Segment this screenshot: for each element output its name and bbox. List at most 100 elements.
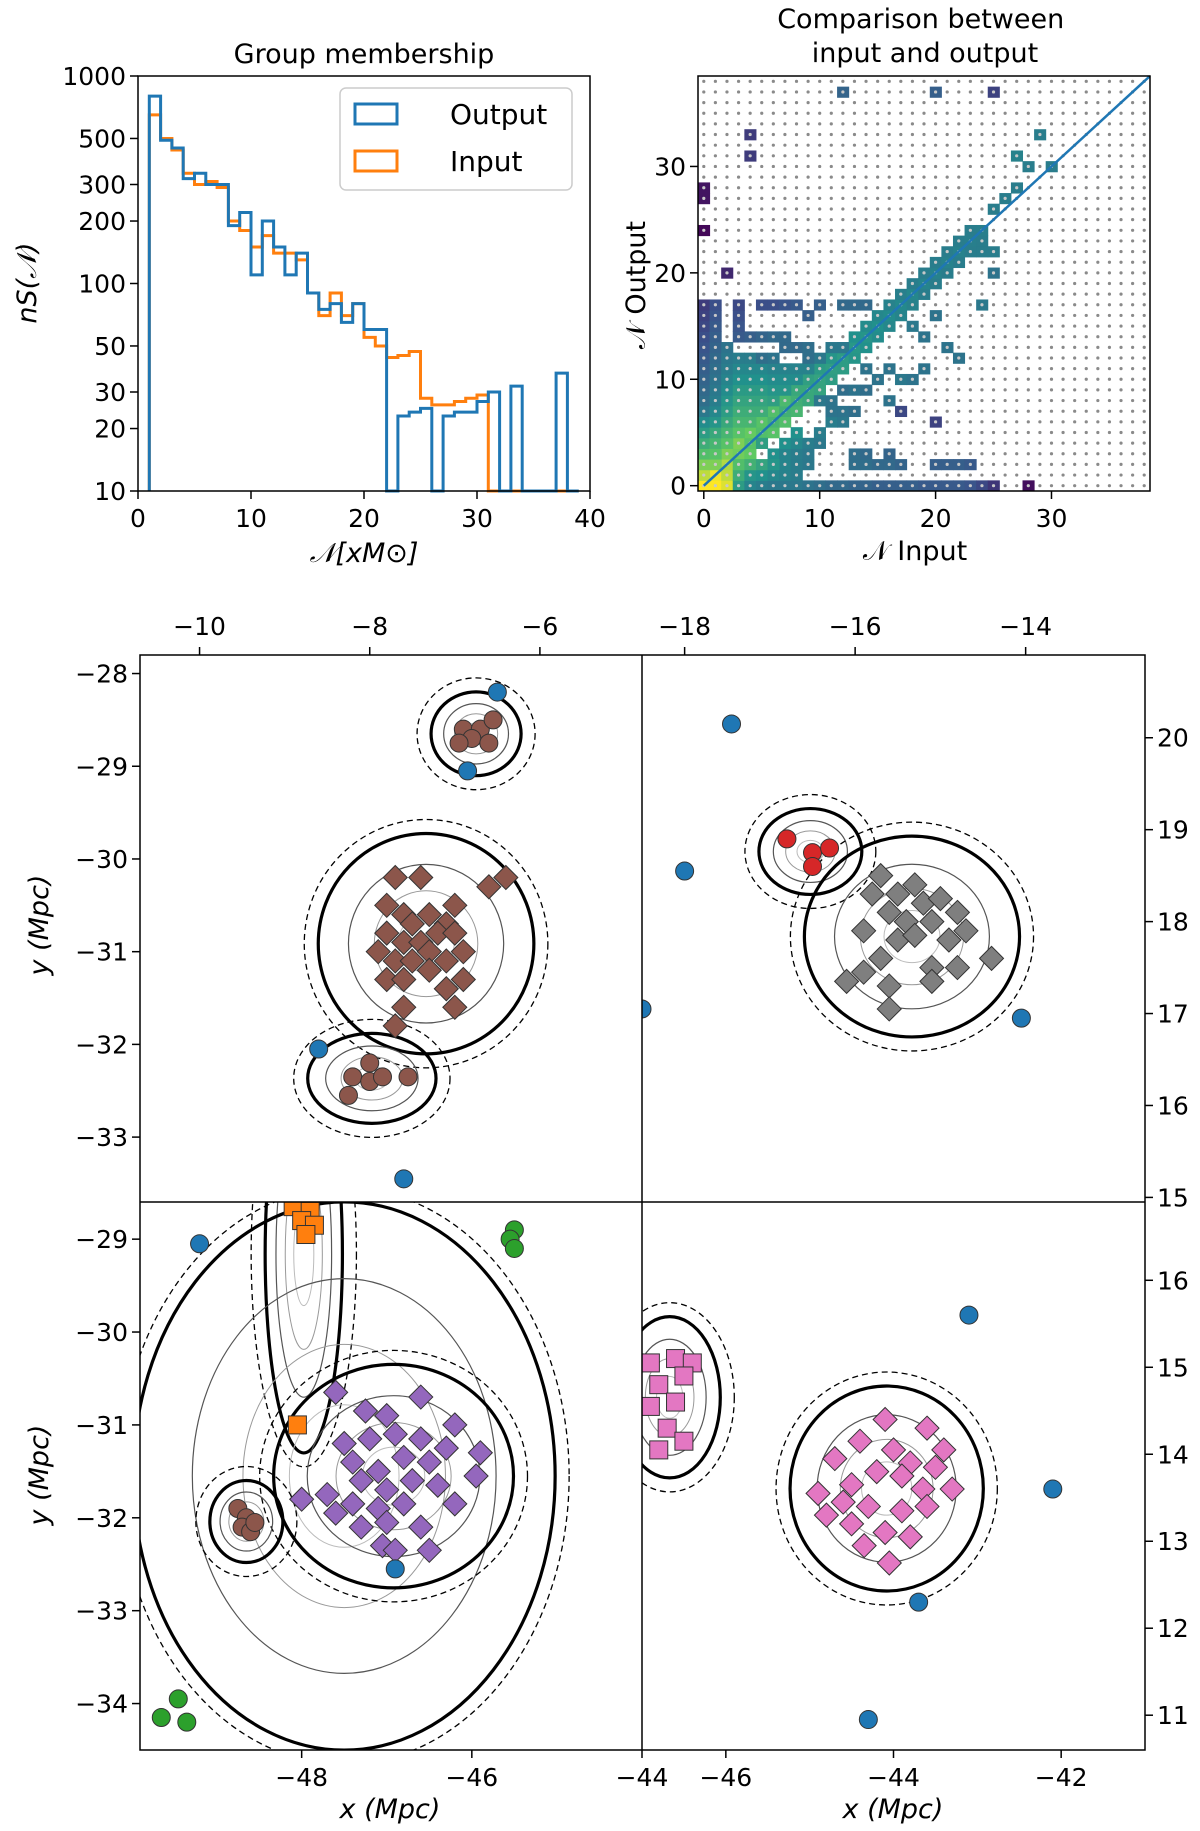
heatmap-cell-dot xyxy=(806,462,810,466)
heatmap-grid-dot xyxy=(1084,430,1088,435)
heatmap-grid-dot xyxy=(1142,345,1146,349)
heatmap-grid-dot xyxy=(1119,452,1123,456)
heatmap-grid-dot xyxy=(818,473,822,477)
heatmap-grid-dot xyxy=(1049,484,1054,488)
scatter-x-tick-label: −14 xyxy=(999,612,1052,641)
member-point-diamond xyxy=(374,1402,400,1429)
heatmap-cell-dot xyxy=(748,409,752,413)
heatmap-grid-dot xyxy=(887,196,891,200)
heatmap-grid-dot xyxy=(1119,249,1123,254)
heatmap-grid-dot xyxy=(957,196,961,200)
heatmap-grid-dot xyxy=(1107,79,1112,83)
scatter-y-tick-label: −30 xyxy=(75,1318,128,1347)
heatmap-grid-dot xyxy=(1073,388,1077,392)
heatmap-grid-dot xyxy=(1026,377,1030,381)
heatmap-cell-dot xyxy=(945,345,949,349)
heatmap-cell-dot xyxy=(760,398,764,403)
histogram-title: Group membership xyxy=(234,39,495,70)
heatmap-grid-dot xyxy=(933,122,938,126)
heatmap-grid-dot xyxy=(818,90,822,94)
heatmap-grid-dot xyxy=(760,186,764,190)
heatmap-grid-dot xyxy=(771,196,775,200)
heatmap-grid-dot xyxy=(945,228,949,232)
heatmap-grid-dot xyxy=(783,249,787,254)
heatmap-grid-dot xyxy=(980,271,984,275)
heatmap-grid-dot xyxy=(806,335,810,339)
heatmap-grid-dot xyxy=(991,175,996,179)
heatmap-grid-dot xyxy=(1131,111,1135,115)
heatmap-grid-dot xyxy=(702,292,706,296)
heatmap-grid-dot xyxy=(1084,303,1088,307)
heatmap-grid-dot xyxy=(1107,345,1112,349)
heatmap-grid-dot xyxy=(771,132,775,137)
member-point-circle xyxy=(487,682,507,702)
heatmap-grid-dot xyxy=(748,313,752,318)
heatmap-grid-dot xyxy=(1015,90,1019,94)
heatmap-grid-dot xyxy=(1073,367,1077,371)
heatmap-grid-dot xyxy=(852,143,857,147)
heatmap-grid-dot xyxy=(1038,90,1042,94)
heatmap-grid-dot xyxy=(806,228,810,232)
heatmap-grid-dot xyxy=(968,175,972,179)
heatmap-grid-dot xyxy=(748,303,752,307)
heatmap-grid-dot xyxy=(1119,388,1123,392)
heatmap-cell-dot xyxy=(725,452,729,456)
heatmap-grid-dot xyxy=(864,154,868,158)
heatmap-grid-dot xyxy=(1131,164,1135,169)
member-point-diamond xyxy=(919,968,945,995)
heatmap-grid-dot xyxy=(864,186,868,190)
heatmap-cell-dot xyxy=(748,388,752,392)
heatmap-grid-dot xyxy=(1142,367,1146,371)
heatmap-frame xyxy=(697,75,1151,492)
heatmap-grid-dot xyxy=(1084,345,1088,349)
member-point-diamond xyxy=(416,1449,442,1475)
heatmap-grid-dot xyxy=(1038,239,1042,243)
heatmap-grid-dot xyxy=(794,356,799,360)
heatmap-grid-dot xyxy=(991,377,996,381)
heatmap-grid-dot xyxy=(1096,473,1100,477)
heatmap-grid-dot xyxy=(991,260,996,264)
heatmap-cell-dot xyxy=(922,292,926,296)
heatmap-grid-dot xyxy=(1119,79,1123,83)
heatmap-grid-dot xyxy=(702,249,706,254)
heatmap-grid-dot xyxy=(748,111,752,115)
heatmap-grid-dot xyxy=(1107,473,1112,477)
member-point-diamond xyxy=(340,1449,366,1475)
heatmap-cell-dot xyxy=(748,154,752,158)
heatmap-grid-dot xyxy=(991,462,996,466)
heatmap-grid-dot xyxy=(794,207,799,211)
heatmap-grid-dot xyxy=(864,228,868,232)
heatmap-grid-dot xyxy=(852,90,857,94)
member-point-diamond xyxy=(365,938,391,965)
heatmap-grid-dot xyxy=(933,409,938,413)
heatmap-grid-dot xyxy=(702,143,706,147)
scatter-y-tick-label: 14 xyxy=(1157,1440,1189,1469)
heatmap-grid-dot xyxy=(1131,313,1135,318)
member-point-diamond xyxy=(352,1398,379,1424)
heatmap-grid-dot xyxy=(991,303,996,307)
heatmap-cell-dot xyxy=(887,303,891,307)
heatmap-grid-dot xyxy=(806,281,810,286)
member-point-diamond xyxy=(897,1524,923,1550)
heatmap-grid-dot xyxy=(841,239,845,243)
heatmap-cell-dot xyxy=(922,271,926,275)
heatmap-grid-dot xyxy=(748,271,752,275)
heatmap-grid-dot xyxy=(806,111,810,115)
heatmap-grid-dot xyxy=(1142,420,1146,424)
heatmap-grid-dot xyxy=(899,249,903,254)
heatmap-grid-dot xyxy=(864,175,868,179)
heatmap-cell-dot xyxy=(887,462,891,466)
heatmap-grid-dot xyxy=(702,175,706,179)
heatmap-grid-dot xyxy=(1061,164,1065,169)
heatmap-grid-dot xyxy=(1049,356,1054,360)
heatmap-grid-dot xyxy=(771,281,775,286)
heatmap-grid-dot xyxy=(1084,271,1088,275)
heatmap-grid-dot xyxy=(968,164,972,169)
heatmap-cell-dot xyxy=(771,388,775,392)
member-point-diamond xyxy=(288,1486,315,1512)
heatmap-grid-dot xyxy=(1038,164,1042,169)
scatter-y-tick-label: 11 xyxy=(1157,1701,1189,1730)
heatmap-grid-dot xyxy=(933,228,938,232)
scatter-x-tick-label: −48 xyxy=(275,1763,328,1792)
heatmap-grid-dot xyxy=(1049,249,1054,254)
